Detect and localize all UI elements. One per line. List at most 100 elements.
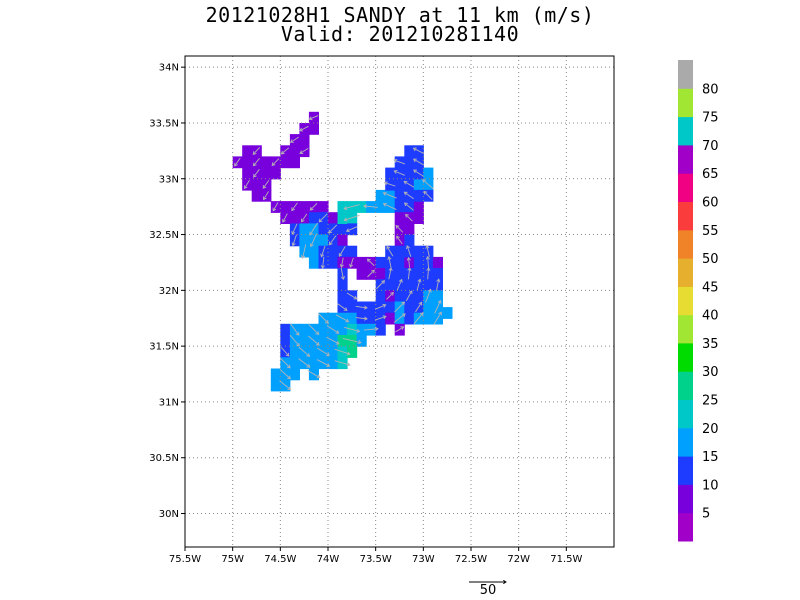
wind-cell (328, 245, 339, 258)
wind-cell (404, 156, 415, 169)
wind-cell (289, 145, 300, 158)
wind-vector (349, 257, 354, 268)
colorbar-swatch (678, 229, 693, 259)
wind-cell (289, 368, 300, 381)
colorbar-swatch (678, 144, 693, 174)
reference-vector-arrow (469, 579, 507, 585)
colorbar-label: 40 (702, 309, 719, 324)
wind-cell (385, 167, 396, 180)
wind-vector (272, 202, 279, 212)
wind-vector (308, 115, 319, 121)
wind-vector (393, 158, 406, 165)
wind-cell (242, 145, 253, 158)
wind-cell (413, 256, 424, 269)
wind-cell (394, 245, 405, 258)
wind-vector (334, 360, 351, 367)
wind-vector (299, 125, 309, 132)
wind-cell (366, 312, 377, 325)
wind-vector (234, 157, 241, 167)
wind-cell (356, 256, 367, 269)
colorbar-swatch (678, 60, 693, 89)
wind-cell (308, 346, 319, 358)
wind-vector (396, 278, 403, 291)
wind-vector (280, 147, 290, 155)
wind-vector (374, 315, 387, 321)
wind-vector (326, 325, 340, 334)
wind-vector (394, 301, 406, 313)
wind-vector (434, 299, 442, 314)
wind-cell (356, 335, 367, 347)
wind-cell (337, 201, 348, 213)
colorbar-swatch (678, 456, 693, 485)
wind-cell (394, 256, 405, 269)
wind-vector (344, 326, 361, 333)
wind-vector (342, 338, 362, 345)
wind-vector (346, 292, 358, 300)
wind-cell (318, 223, 329, 236)
wind-vector (375, 303, 387, 310)
wind-vector (393, 313, 406, 323)
wind-cell (318, 323, 329, 336)
colorbar-label: 15 (702, 450, 719, 465)
colorbar-swatch (678, 427, 693, 457)
wind-vector (307, 370, 321, 379)
wind-cell (385, 279, 396, 291)
wind-cell (413, 201, 424, 213)
x-tick-label: 75W (221, 554, 244, 565)
colorbar-swatch (678, 88, 693, 118)
wind-vector (289, 334, 300, 347)
colorbar-label: 45 (702, 280, 719, 295)
wind-cell (385, 301, 396, 314)
x-tick-label: 74.5W (264, 554, 296, 565)
wind-cell (413, 178, 424, 191)
y-tick-label: 33.5N (149, 118, 179, 129)
colorbar-label: 75 (702, 111, 719, 126)
wind-cell (308, 256, 319, 269)
wind-cell (242, 167, 253, 180)
colorbar-label: 80 (702, 82, 719, 97)
wind-vector (388, 267, 393, 280)
wind-vector (395, 224, 404, 233)
colorbar-label: 65 (702, 167, 719, 182)
wind-cell (261, 178, 272, 191)
wind-vector (271, 158, 280, 166)
wind-cell (318, 234, 329, 247)
map-frame (184, 55, 615, 548)
wind-cell (347, 301, 358, 314)
wind-vector (367, 269, 375, 278)
colorbar-label: 30 (702, 365, 719, 380)
wind-vector (289, 136, 299, 143)
wind-vector (317, 312, 329, 324)
wind-vector (395, 326, 405, 333)
wind-vector (422, 179, 434, 190)
wind-cell (337, 223, 348, 236)
wind-vector (309, 233, 318, 248)
wind-vector (383, 181, 396, 187)
wind-vector (355, 316, 368, 321)
reference-vector-label: 50 (479, 583, 497, 598)
wind-cell (347, 245, 358, 258)
wind-vector (243, 179, 250, 190)
wind-vectors (234, 115, 442, 391)
wind-cell (289, 346, 300, 358)
wind-vector (386, 291, 394, 300)
wind-cell (337, 212, 348, 224)
wind-cell (356, 268, 367, 280)
wind-cell (318, 201, 329, 213)
wind-vector (279, 380, 292, 391)
wind-vector (423, 190, 433, 200)
wind-cell (289, 212, 300, 224)
colorbar-swatch (678, 371, 693, 400)
wind-vector (299, 147, 309, 154)
wind-cell (432, 256, 443, 269)
wind-cell (337, 279, 348, 291)
wind-vector (413, 312, 424, 324)
wind-vector (403, 180, 415, 188)
colorbar-label: 50 (702, 252, 719, 267)
wind-vector (382, 202, 397, 210)
colorbar-swatch (678, 399, 693, 429)
colorbar-swatch (678, 512, 693, 542)
wind-cell (270, 379, 281, 392)
y-tick-label: 30.5N (149, 453, 179, 464)
wind-vector (425, 244, 430, 257)
